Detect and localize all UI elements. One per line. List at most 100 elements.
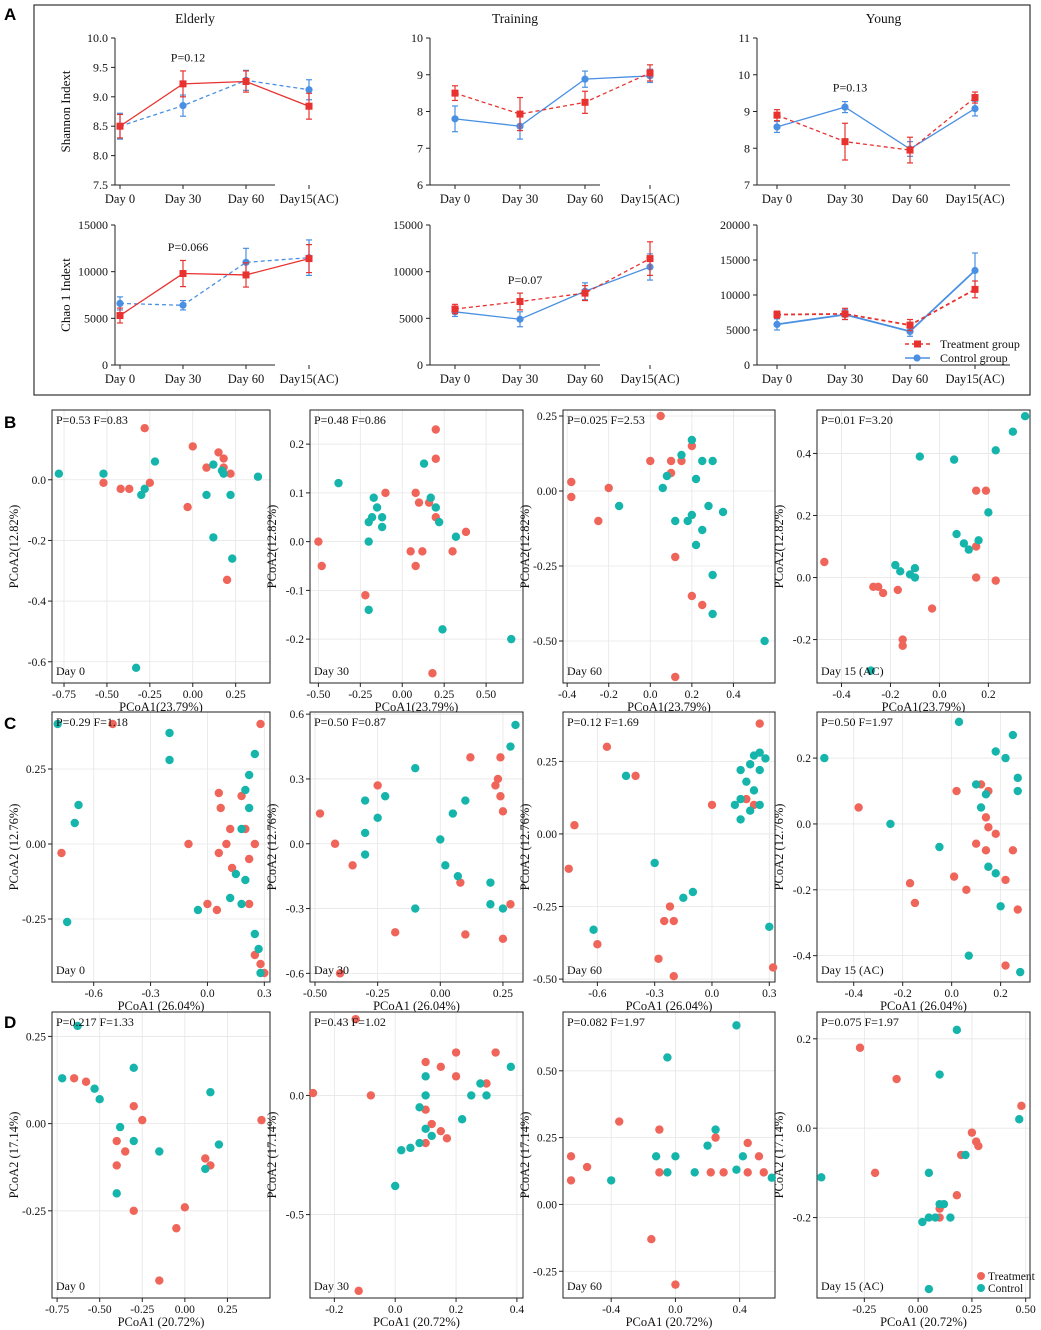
treatment-point (250, 950, 260, 960)
control-point (650, 858, 659, 868)
control-point (453, 871, 463, 881)
treatment-point (406, 547, 415, 556)
control-point (476, 1079, 485, 1088)
treatment-point (878, 588, 888, 598)
stats-label: P=0.50 F=0.87 (314, 715, 386, 729)
treatment-point (952, 786, 961, 796)
treatment-point (348, 861, 357, 870)
line-chart-5: 0 5000 10000 15000 20000 Day 0 Day 30 Day 60 Day… (720, 218, 1010, 386)
treatment-point (244, 854, 254, 864)
control-point (244, 770, 254, 780)
treatment-point (646, 255, 654, 263)
y-tick-label: 11 (738, 31, 750, 45)
y-tick-label: 15000 (78, 218, 108, 232)
treatment-point (893, 585, 902, 595)
x-tick-label: -0.75 (45, 1304, 69, 1316)
treatment-point (456, 878, 465, 887)
treatment-point (646, 69, 654, 77)
treatment-point (841, 138, 849, 146)
treatment-point (57, 848, 66, 858)
treatment-point (981, 846, 991, 855)
y-axis-label: PCoA2(12.82%) (772, 505, 786, 589)
control-point (116, 299, 124, 307)
control-point (193, 905, 203, 915)
x-tick-label: 0.25 (434, 689, 454, 701)
control-point (910, 564, 920, 573)
control-point (773, 123, 781, 131)
control-point (364, 537, 373, 546)
control-point (131, 663, 141, 673)
control-point (698, 456, 707, 466)
control-point (250, 929, 260, 939)
y-tick-label: 8 (417, 105, 423, 119)
control-point (974, 536, 983, 545)
treatment-point (1013, 905, 1022, 914)
control-point (129, 1063, 138, 1073)
pcoa-plot-d-2: -0.4 0.0 0.4 0.50 0.25 0.00 -0.25 PCoA1 (20.72%… (518, 1011, 776, 1329)
stats-label: P=0.48 F=0.86 (314, 413, 386, 427)
control-point (406, 1143, 415, 1153)
x-axis-label: PCoA1 (26.04%) (118, 999, 205, 1013)
control-point (703, 1141, 712, 1150)
plot-frame (51, 1011, 271, 1299)
control-point (486, 900, 495, 909)
treatment-point (566, 1176, 576, 1185)
plot-area (310, 410, 523, 683)
control-point (698, 525, 707, 535)
x-tick-label: -0.50 (303, 988, 327, 1000)
control-point (244, 803, 254, 813)
control-point (663, 1168, 672, 1177)
treatment-point (854, 803, 863, 812)
y-tick-label: 7 (744, 178, 750, 192)
treatment-point (351, 1014, 360, 1024)
treatment-point (906, 321, 914, 329)
control-point (614, 501, 624, 511)
y-tick-label: 0.0 (32, 475, 47, 487)
x-tick-label: -0.50 (88, 1304, 112, 1316)
control-point (662, 471, 672, 481)
treatment-point (335, 969, 345, 978)
control-point (606, 1176, 616, 1185)
control-point (730, 800, 740, 810)
day-label: Day 30 (314, 664, 349, 678)
treatment-point (411, 561, 420, 571)
day-label: Day 60 (567, 1279, 602, 1293)
x-tick-label: Day 60 (567, 372, 603, 386)
control-point (866, 666, 876, 675)
treatment-point (952, 1191, 962, 1200)
day-label: Day 15 (AC) (821, 1279, 884, 1293)
y-tick-label: 15000 (393, 218, 423, 232)
panel-label-c: C (4, 714, 16, 733)
plot-area (563, 410, 775, 683)
treatment-point (414, 498, 424, 507)
treatment-point (188, 442, 197, 451)
treatment-point (967, 1128, 977, 1137)
treatment-point (129, 1206, 138, 1216)
panel-label-d: D (4, 1013, 16, 1032)
treatment-point (203, 899, 212, 909)
pcoa-plot-b-3: -0.4 -0.2 0.0 0.20.40.20.0-0.2PCoA1(23.79%)… (772, 409, 1031, 714)
line-chart-4: 0 5000 10000 15000 Day 0 Day 30 Day 60 Day15(AC… (393, 218, 680, 386)
panel-label-a: A (4, 5, 16, 24)
y-axis-label: PCoA2(12.82%) (265, 505, 279, 589)
treatment-point (962, 885, 971, 895)
x-tick-label: 0.00 (392, 689, 412, 701)
y-tick-label: -0.4 (793, 951, 811, 963)
plot-frame (816, 409, 1031, 684)
treatment-point (646, 456, 655, 466)
y-tick-label: 5000 (399, 311, 423, 325)
treatment-point (314, 537, 323, 546)
y-tick-label: -0.2 (793, 635, 811, 647)
y-tick-label: 0.2 (290, 439, 305, 451)
control-series-line (776, 106, 976, 150)
y-axis-label: Chao 1 Indext (58, 258, 73, 332)
y-tick-label: 8.0 (93, 149, 108, 163)
control-point (952, 1025, 962, 1035)
pcoa-plot-d-0: -0.75 -0.50 -0.25 0.00 0.250.250.00-0.25PCoA… (7, 1011, 271, 1329)
treatment-point (116, 122, 124, 130)
control-point (90, 1084, 99, 1093)
control-point (891, 560, 900, 570)
control-point (237, 824, 246, 834)
control-point (961, 1150, 970, 1160)
